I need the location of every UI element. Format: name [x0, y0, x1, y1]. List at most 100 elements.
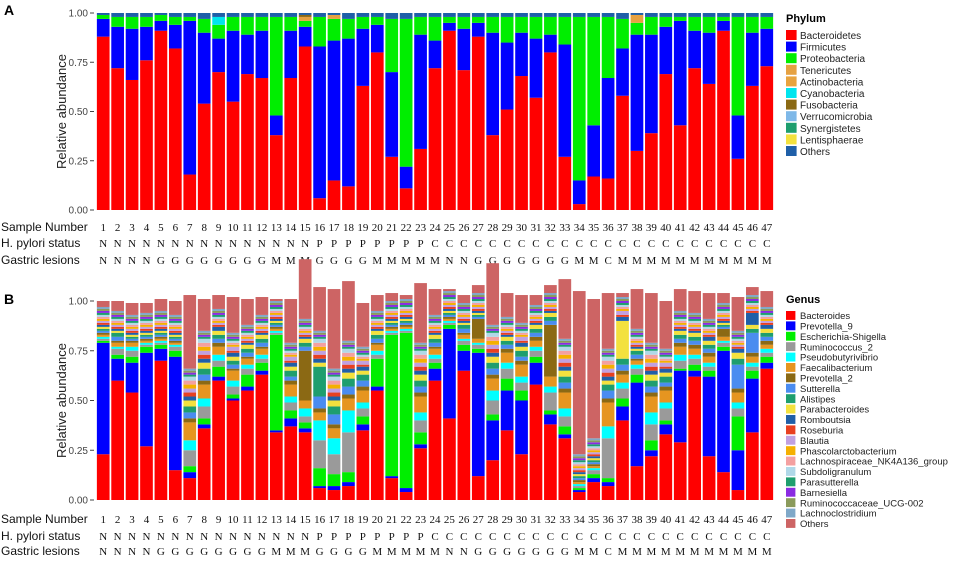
bar-segment — [226, 400, 240, 500]
bar-segment — [269, 135, 283, 210]
sample-label: G — [330, 255, 338, 267]
bar-segment — [558, 438, 572, 500]
bar-segment — [241, 299, 254, 325]
bar-segment — [659, 424, 673, 435]
bar-segment — [183, 450, 197, 467]
bar-segment — [298, 326, 312, 329]
sample-label: M — [675, 546, 685, 558]
legend-label: Firmicutes — [800, 43, 846, 54]
bar-segment — [342, 410, 355, 433]
bar-segment — [111, 332, 124, 337]
bar-segment — [111, 358, 124, 381]
sample-label: N — [143, 546, 151, 558]
bar-segment — [428, 320, 442, 323]
sample-label: 5 — [158, 514, 164, 526]
bar-segment — [370, 314, 384, 317]
bar-segment — [226, 30, 240, 102]
sample-label: G — [215, 546, 223, 558]
bar-segment — [356, 356, 370, 359]
y-tick-label: 0.50 — [69, 107, 89, 118]
legend-label: Prevotella_2 — [800, 374, 853, 385]
bar-segment — [255, 334, 269, 339]
sample-label: 28 — [487, 222, 499, 234]
bar-segment — [486, 400, 500, 415]
bar-segment — [673, 289, 687, 311]
sample-label: N — [215, 531, 223, 543]
bar-segment — [486, 336, 500, 341]
bar-segment — [140, 330, 153, 333]
sample-label: 8 — [201, 222, 207, 234]
bar-segment — [760, 356, 774, 363]
bar-segment — [197, 32, 211, 104]
bar-segment — [399, 314, 413, 317]
bar-segment — [659, 74, 673, 210]
bar-segment — [298, 320, 312, 323]
bar-segment — [140, 322, 153, 325]
bar-segment — [385, 314, 399, 317]
sample-label: 37 — [617, 222, 629, 234]
bar-segment — [183, 384, 197, 389]
y-tick-label: 0.25 — [69, 156, 89, 167]
bar-segment — [558, 370, 572, 377]
sample-label: N — [143, 531, 151, 543]
bar-stack — [111, 13, 124, 210]
bar-segment — [140, 334, 153, 337]
sample-label: N — [143, 255, 151, 267]
bar-segment — [500, 322, 514, 325]
sample-label: N — [445, 546, 453, 558]
bar-segment — [558, 358, 572, 363]
bar-segment — [111, 380, 124, 500]
bar-stack — [399, 13, 413, 210]
sample-label: G — [316, 546, 324, 558]
bar-segment — [500, 13, 514, 17]
sample-label: 21 — [386, 514, 397, 526]
legend-swatch — [786, 99, 797, 110]
bar-segment — [269, 312, 283, 315]
bar-segment — [572, 482, 586, 485]
bar-segment — [197, 330, 211, 333]
bar-segment — [327, 384, 341, 389]
bar-segment — [616, 18, 629, 49]
bar-stack — [443, 13, 456, 211]
bar-segment — [746, 332, 759, 353]
bar-segment — [471, 302, 485, 305]
bar-segment — [298, 26, 312, 47]
bar-segment — [125, 314, 139, 317]
bar-segment — [645, 424, 658, 441]
bar-segment — [471, 348, 485, 353]
bar-segment — [673, 316, 687, 319]
bar-segment — [298, 330, 312, 333]
bar-segment — [197, 424, 211, 429]
sample-label: M — [690, 255, 700, 267]
sample-label: P — [418, 531, 424, 543]
sample-label: P — [317, 531, 323, 543]
sample-label: M — [704, 546, 714, 558]
sample-label: P — [345, 531, 351, 543]
sample-label: 26 — [458, 222, 470, 234]
bar-segment — [500, 344, 514, 349]
bar-segment — [572, 180, 586, 205]
bar-segment — [616, 406, 629, 421]
bar-segment — [183, 412, 197, 419]
bar-segment — [125, 392, 139, 500]
bar-segment — [428, 362, 442, 369]
bar-segment — [616, 301, 629, 303]
bar-segment — [645, 346, 658, 349]
bar-segment — [443, 302, 456, 305]
sample-label: 2 — [115, 514, 121, 526]
bar-segment — [457, 306, 471, 309]
sample-label: 32 — [545, 514, 556, 526]
bar-segment — [746, 312, 759, 325]
bar-segment — [486, 13, 500, 17]
bar-segment — [702, 16, 716, 33]
sample-label: 22 — [401, 222, 412, 234]
bar-segment — [702, 352, 716, 357]
bar-stack — [760, 13, 774, 210]
sample-label: 1 — [100, 222, 106, 234]
bar-stack — [154, 13, 168, 211]
bar-segment — [212, 338, 225, 343]
bar-segment — [443, 318, 456, 321]
bar-stack — [702, 13, 716, 210]
bar-segment — [356, 364, 370, 367]
sample-label: N — [287, 238, 295, 250]
